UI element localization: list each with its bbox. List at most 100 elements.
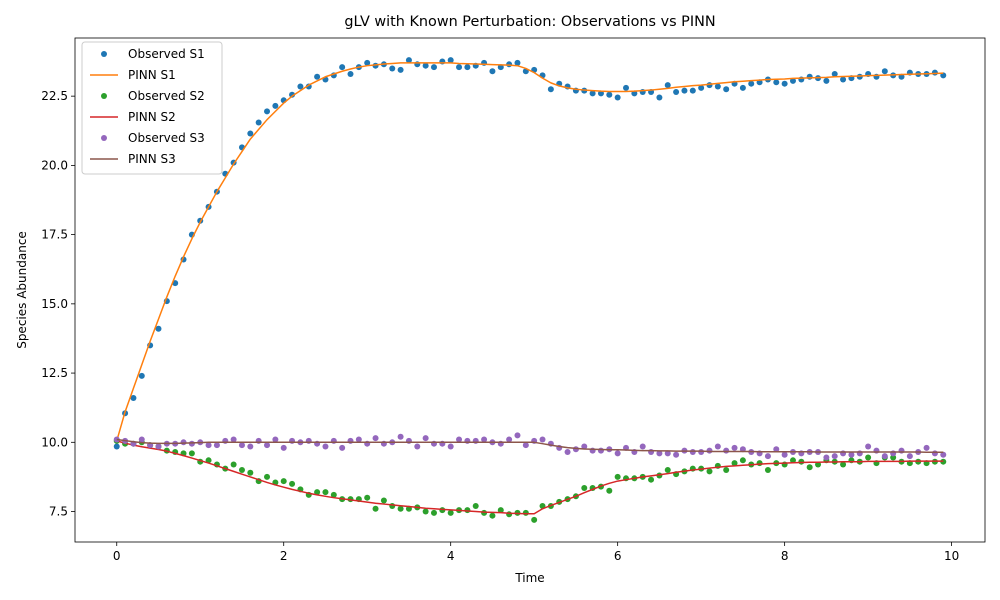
data-point-observed-s2: [789, 457, 796, 464]
data-point-observed-s1: [255, 119, 262, 126]
data-point-observed-s1: [339, 64, 346, 71]
data-point-observed-s2: [264, 473, 271, 480]
data-point-observed-s1: [272, 102, 279, 109]
data-point-observed-s2: [606, 487, 613, 494]
y-tick-label: 22.5: [41, 89, 68, 103]
legend-label-observed-s2: Observed S2: [128, 89, 205, 103]
axis-ticks: 0 2 4 6 8 10 7.5 10.0 12.5 15.0 17.5 20.0 22.5: [41, 89, 959, 563]
data-point-observed-s2: [706, 468, 713, 475]
data-point-observed-s1: [789, 77, 796, 84]
data-point-observed-s3: [456, 436, 463, 443]
data-point-observed-s1: [773, 79, 780, 86]
data-point-observed-s3: [322, 443, 329, 450]
data-point-observed-s2: [890, 454, 897, 461]
data-point-observed-s1: [247, 130, 254, 137]
data-point-observed-s2: [798, 458, 805, 465]
y-tick-label: 17.5: [41, 228, 68, 242]
data-point-observed-s1: [314, 73, 321, 80]
data-point-observed-s2: [238, 467, 245, 473]
legend-label-observed-s1: Observed S1: [128, 47, 205, 61]
data-point-observed-s1: [155, 325, 162, 332]
data-point-observed-s2: [389, 503, 396, 509]
plot-area: [74, 37, 986, 543]
data-point-observed-s1: [464, 64, 471, 71]
data-point-observed-s2: [372, 505, 379, 512]
data-point-observed-s1: [840, 76, 847, 83]
data-point-observed-s1: [831, 71, 838, 77]
data-point-observed-s3: [355, 436, 362, 443]
data-point-observed-s3: [931, 450, 938, 457]
data-point-observed-s3: [689, 449, 696, 455]
legend-label-pinn-s2: PINN S2: [128, 110, 176, 124]
data-point-observed-s1: [723, 86, 730, 93]
data-point-observed-s3: [155, 443, 162, 450]
data-point-observed-s1: [264, 108, 271, 115]
data-point-observed-s1: [806, 73, 813, 80]
data-point-observed-s3: [940, 451, 947, 458]
data-point-observed-s2: [205, 457, 212, 464]
data-point-observed-s3: [723, 447, 730, 454]
data-point-observed-s3: [264, 442, 271, 449]
data-point-observed-s3: [422, 435, 429, 442]
data-point-observed-s1: [397, 66, 404, 73]
data-point-observed-s2: [289, 480, 296, 487]
data-point-observed-s2: [380, 497, 387, 504]
data-point-observed-s1: [856, 73, 863, 80]
data-point-observed-s1: [347, 71, 354, 77]
data-point-observed-s3: [698, 449, 705, 455]
data-point-observed-s1: [589, 90, 596, 97]
data-point-observed-s3: [823, 454, 830, 461]
legend-label-observed-s3: Observed S3: [128, 131, 205, 145]
data-point-observed-s2: [806, 464, 813, 471]
data-point-observed-s2: [522, 509, 529, 516]
data-point-observed-s1: [656, 94, 663, 101]
data-point-observed-s3: [238, 442, 245, 449]
data-point-observed-s1: [681, 87, 688, 94]
data-point-observed-s1: [823, 77, 830, 84]
legend-marker-observed-s1: [101, 51, 107, 57]
data-point-observed-s1: [606, 91, 613, 98]
data-point-observed-s3: [673, 451, 680, 458]
data-point-observed-s1: [748, 80, 755, 87]
data-point-observed-s3: [664, 450, 671, 457]
x-axis-label: Time: [514, 571, 544, 585]
data-point-observed-s2: [422, 508, 429, 515]
data-point-observed-s3: [481, 436, 488, 443]
data-point-observed-s2: [447, 509, 454, 516]
data-point-observed-s2: [247, 469, 254, 476]
legend-marker-observed-s3: [101, 135, 107, 141]
y-tick-label: 20.0: [41, 158, 68, 172]
data-point-observed-s3: [213, 442, 220, 449]
data-point-observed-s3: [506, 436, 513, 443]
y-tick-label: 15.0: [41, 297, 68, 311]
data-point-observed-s3: [564, 449, 571, 455]
chart-title: gLV with Known Perturbation: Observation…: [344, 14, 715, 30]
data-point-observed-s1: [430, 64, 437, 71]
data-point-observed-s1: [506, 61, 513, 68]
data-point-observed-s3: [339, 444, 346, 451]
x-tick-label: 6: [614, 549, 622, 563]
data-point-observed-s3: [230, 436, 237, 443]
data-point-observed-s2: [472, 503, 479, 509]
data-point-observed-s3: [764, 453, 771, 460]
data-point-observed-s3: [639, 443, 646, 450]
y-axis-label: Species Abundance: [15, 231, 29, 349]
series-line-pinn-s1: [116, 62, 944, 442]
data-point-observed-s2: [314, 489, 321, 496]
data-point-observed-s1: [456, 64, 463, 71]
data-point-observed-s2: [481, 509, 488, 516]
data-point-observed-s1: [698, 84, 705, 91]
data-point-observed-s2: [756, 460, 763, 467]
data-point-observed-s3: [581, 443, 588, 450]
data-point-observed-s2: [397, 505, 404, 512]
series-line-pinn-s3: [116, 438, 944, 454]
data-point-observed-s2: [506, 511, 513, 518]
data-point-observed-s2: [648, 476, 655, 483]
data-point-observed-s2: [489, 512, 496, 519]
data-point-observed-s2: [188, 450, 195, 457]
y-tick-label: 10.0: [41, 435, 68, 449]
data-point-observed-s2: [723, 467, 730, 473]
data-point-observed-s3: [280, 444, 287, 451]
data-point-observed-s3: [514, 432, 521, 439]
